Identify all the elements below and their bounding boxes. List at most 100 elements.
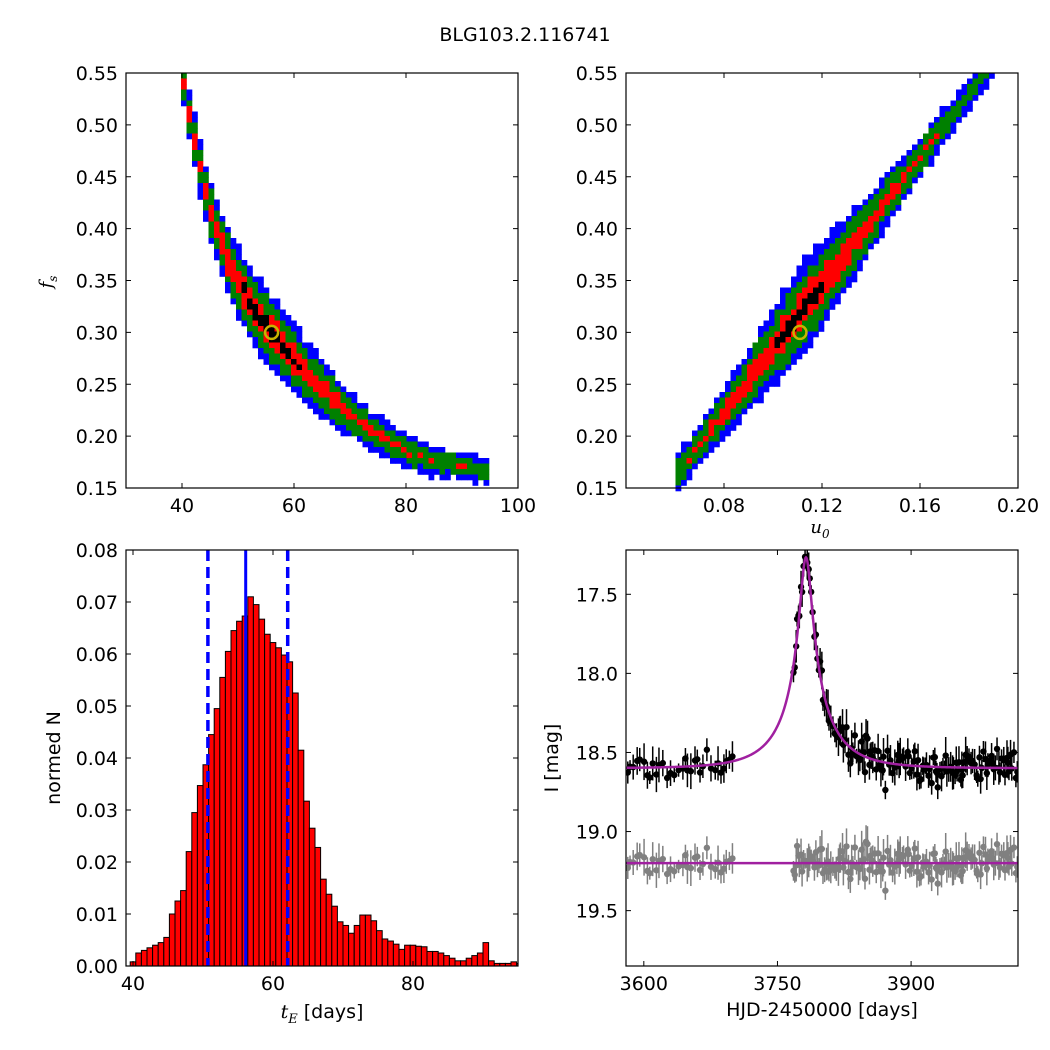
density-cell-green <box>346 425 352 431</box>
data-point <box>843 723 850 731</box>
density-cell-blue <box>824 238 830 244</box>
density-cell-green <box>917 150 924 156</box>
density-cell-blue <box>186 89 193 96</box>
y-tick-label: 0.35 <box>76 271 118 293</box>
density-cell-red <box>818 271 825 277</box>
data-point <box>905 753 912 760</box>
density-cell-green <box>692 436 698 442</box>
density-cell-blue <box>857 205 863 211</box>
density-cell-red <box>708 419 715 426</box>
density-cell-green <box>714 425 720 431</box>
density-cell-green <box>802 276 808 283</box>
density-cell-blue <box>989 73 995 79</box>
density-cell-blue <box>258 287 264 294</box>
density-cell-red <box>763 364 770 371</box>
x-axis-label-unit: [days] <box>304 1001 364 1023</box>
histogram-bar <box>191 812 198 967</box>
histogram-bar <box>247 596 254 967</box>
density-cell-blue <box>785 287 792 294</box>
density-cell-green <box>373 441 380 448</box>
density-cell-green <box>681 452 687 459</box>
density-cell-green <box>829 293 836 299</box>
density-cell-blue <box>769 320 775 327</box>
density-cell-blue <box>802 348 808 354</box>
density-cell-red <box>269 315 275 321</box>
density-cell-green <box>423 447 429 453</box>
density-cell-red <box>730 403 737 409</box>
density-cell-green <box>758 375 764 382</box>
histogram-bar <box>460 960 467 967</box>
x-axis-label-symbol: u <box>810 517 822 538</box>
density-cell-green <box>835 282 841 288</box>
density-cell-green <box>208 227 215 233</box>
density-cell-green <box>686 452 693 459</box>
density-cell-blue <box>384 419 391 426</box>
density-cell-red <box>214 232 220 239</box>
data-point <box>996 769 1004 776</box>
density-cell-red <box>824 271 830 277</box>
density-cell-green <box>269 359 275 365</box>
y-tick-label: 0.05 <box>76 696 118 718</box>
density-cell-blue <box>807 337 814 343</box>
density-cell-green <box>434 463 440 470</box>
y-tick-label: 0.45 <box>576 167 618 189</box>
density-cell-green <box>263 342 270 349</box>
density-cell-green <box>313 392 319 398</box>
y-tick-label: 17.5 <box>576 584 618 606</box>
density-cell-blue <box>917 172 924 178</box>
density-cell-green <box>269 353 275 360</box>
density-cell-green <box>824 254 830 261</box>
density-cell-red <box>818 298 825 305</box>
histogram-bar <box>264 633 271 967</box>
density-cell-blue <box>686 469 693 475</box>
density-cell-green <box>368 436 374 442</box>
density-cell-blue <box>884 221 891 228</box>
density-cell-green <box>428 452 435 459</box>
histogram-bar <box>303 800 310 967</box>
residual-point <box>861 875 869 882</box>
y-tick-label: 0.30 <box>76 322 118 344</box>
residual-point <box>646 869 653 877</box>
x-tick-label: 3900 <box>887 973 935 995</box>
density-cell-blue <box>307 397 314 404</box>
density-cell-blue <box>769 375 775 382</box>
density-cell-red <box>335 403 341 409</box>
density-cell-black <box>252 309 259 316</box>
density-cell-green <box>197 172 204 178</box>
density-cell-red <box>763 353 770 360</box>
density-cell-green <box>203 199 209 206</box>
y-tick-label: 0.55 <box>576 63 618 85</box>
density-cell-red <box>934 133 940 140</box>
density-cell-red <box>340 408 347 415</box>
density-cell-blue <box>434 447 440 453</box>
density-cell-blue <box>813 243 819 250</box>
residual-point <box>843 843 850 850</box>
density-cell-red <box>846 254 852 261</box>
density-cell-blue <box>950 100 957 107</box>
density-cell-green <box>752 392 759 398</box>
density-cell-blue <box>324 370 330 376</box>
density-cell-green <box>818 309 825 316</box>
density-cell-green <box>714 408 720 415</box>
density-cell-red <box>302 375 308 382</box>
density-cell-green <box>291 337 297 343</box>
y-tick-label: 19.0 <box>576 822 618 844</box>
density-cell-green <box>868 199 874 206</box>
density-cell-green <box>384 430 391 437</box>
density-cell-green <box>906 155 913 162</box>
density-cell-red <box>818 276 825 283</box>
density-cell-blue <box>302 342 308 349</box>
density-cell-green <box>857 210 863 217</box>
density-cell-black <box>818 282 825 288</box>
density-cell-green <box>241 315 248 321</box>
density-cell-blue <box>835 298 841 305</box>
density-cell-blue <box>791 282 797 288</box>
residual-point <box>659 855 667 863</box>
density-cell-blue <box>472 480 479 486</box>
density-cell-black <box>802 298 808 305</box>
density-cell-green <box>417 458 424 464</box>
density-cell-blue <box>263 287 270 294</box>
density-cell-blue <box>708 447 715 453</box>
density-cell-blue <box>230 243 237 250</box>
density-cell-green <box>412 441 418 448</box>
